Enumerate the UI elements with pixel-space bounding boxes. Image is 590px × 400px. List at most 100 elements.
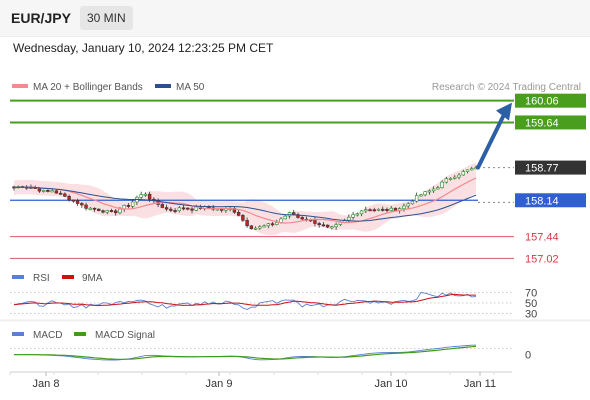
candle-body (283, 215, 287, 220)
ma20-line (13, 177, 477, 224)
candle-body (330, 226, 334, 229)
macd-line (13, 344, 477, 361)
candle-body (160, 204, 165, 208)
candle-body (453, 176, 457, 179)
candle-body (334, 224, 338, 227)
candle-body (118, 208, 122, 214)
candle-body (436, 187, 440, 190)
candle-body (414, 195, 419, 202)
candle-body (364, 209, 368, 212)
level-labels: 160.06 159.64 158.77 158.14 157.44 157.02 (515, 93, 586, 265)
candle-body (126, 205, 131, 207)
candle-body (419, 194, 423, 197)
moving-averages (13, 177, 477, 224)
candle-body (393, 207, 398, 211)
candle-body (186, 207, 190, 210)
legend-swatch-macd (12, 332, 24, 336)
candle-body (275, 222, 279, 225)
candle-body (75, 200, 80, 204)
candle-body (376, 208, 381, 211)
candle-body (440, 181, 444, 188)
x-tick-label: Jan 8 (33, 378, 60, 390)
legend-swatch-9ma (62, 275, 74, 279)
rsi-level-label: 50 (525, 298, 537, 310)
level-badge-3 (515, 193, 586, 208)
candle-body (37, 188, 42, 192)
candle-body (101, 210, 105, 213)
candle-body (169, 208, 173, 211)
candle-body (448, 178, 453, 180)
attribution: Research © 2024 Trading Central (432, 82, 581, 93)
candle-body (181, 207, 186, 210)
candle-body (385, 209, 389, 211)
candle-body (92, 207, 97, 210)
candle-body (63, 193, 67, 197)
candle-body (444, 178, 449, 183)
rsi-level-label: 70 (525, 288, 537, 300)
chart-datetime: Wednesday, January 10, 2024 12:23:25 PM … (13, 41, 274, 55)
candle-body (130, 201, 135, 207)
ma50-line (13, 186, 477, 222)
x-tick-label: Jan 9 (206, 378, 233, 390)
projection-arrow-head (496, 102, 512, 121)
legend-ma50: MA 50 (176, 82, 205, 93)
candle-body (347, 216, 351, 221)
legend-swatch-ma50 (155, 84, 171, 88)
bollinger-bands (14, 162, 476, 236)
projection-arrow (476, 102, 512, 170)
candle-body (262, 225, 266, 228)
candle-body (50, 190, 54, 193)
rsi-9ma-line (13, 293, 476, 307)
candle-body (368, 209, 372, 212)
bollinger-band-area (14, 162, 476, 236)
level-label-4: 157.44 (525, 232, 559, 244)
level-label-0: 160.06 (525, 96, 559, 108)
candle-body (249, 225, 254, 230)
candle-body (241, 215, 245, 221)
x-tick-label: Jan 10 (374, 378, 407, 390)
candle-body (67, 195, 71, 201)
level-label-2: 158.77 (525, 163, 559, 175)
candle-body (139, 194, 143, 198)
legend-macd-signal: MACD Signal (95, 330, 155, 341)
candle-body (351, 214, 355, 218)
main-legend: MA 20 + Bollinger Bands MA 50 (12, 82, 205, 93)
candle-body (372, 209, 376, 212)
projection-arrow-shaft (476, 112, 506, 170)
level-badge-0 (515, 93, 586, 108)
candle-body (300, 217, 304, 220)
candle-body (109, 210, 114, 212)
legend-macd: MACD (33, 330, 62, 341)
rsi-level-label: 30 (525, 308, 537, 320)
candle-body (266, 223, 271, 227)
candle-body (461, 171, 465, 176)
timeframe-button[interactable]: 30 MIN (80, 6, 133, 30)
candle-body (46, 190, 50, 192)
legend-9ma: 9MA (82, 273, 103, 284)
legend-rsi: RSI (33, 273, 50, 284)
candle-body (97, 208, 101, 211)
level-badge-1 (515, 115, 586, 130)
legend-swatch-ma20 (12, 84, 28, 88)
x-tick-label: Jan 11 (464, 378, 496, 390)
rsi-legend: RSI 9MA (12, 273, 103, 284)
candle-body (389, 207, 393, 211)
macd-legend: MACD MACD Signal (12, 330, 155, 341)
candle-body (406, 203, 410, 207)
macd-zero-label: 0 (525, 350, 531, 362)
level-badge-2 (515, 160, 586, 175)
level-label-1: 159.64 (525, 117, 559, 129)
x-axis: Jan 8 Jan 9 Jan 10 Jan 11 (9, 371, 512, 390)
candle-body (88, 207, 92, 210)
candle-body (381, 208, 385, 211)
candle-body (58, 192, 63, 195)
candle-body (164, 207, 169, 210)
candle-body (41, 190, 46, 192)
candle-body (427, 190, 432, 193)
legend-swatch-macd-signal (74, 332, 86, 336)
candle-body (143, 193, 148, 196)
candle-body (84, 204, 88, 209)
candle-body (457, 174, 461, 178)
candle-body (105, 210, 109, 213)
